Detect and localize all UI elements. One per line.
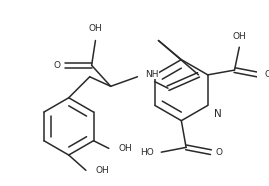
Text: NH: NH	[145, 70, 158, 79]
Text: O: O	[264, 70, 269, 79]
Text: OH: OH	[89, 24, 102, 33]
Text: O: O	[216, 148, 223, 157]
Text: OH: OH	[232, 31, 246, 41]
Text: N: N	[214, 109, 221, 119]
Text: OH: OH	[95, 166, 109, 175]
Text: O: O	[53, 61, 60, 70]
Text: HO: HO	[140, 148, 154, 157]
Text: OH: OH	[118, 144, 132, 153]
